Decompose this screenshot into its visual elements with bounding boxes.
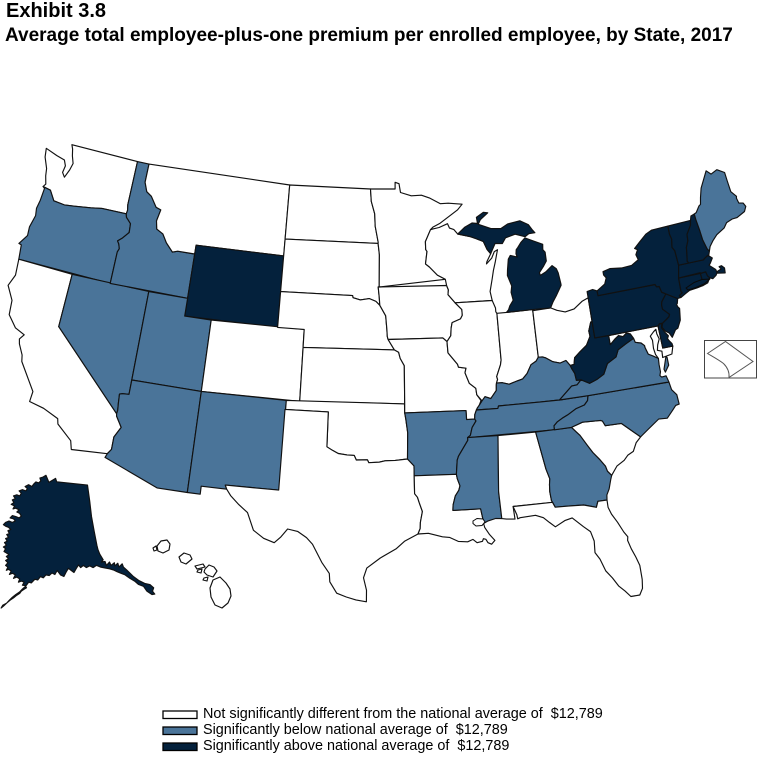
svg-text:Average total employee-plus-on: Average total employee-plus-one premium … (5, 25, 733, 46)
svg-text:Significantly above national a: Significantly above national average of … (203, 738, 509, 754)
svg-text:Exhibit 3.8: Exhibit 3.8 (6, 0, 106, 22)
svg-text:Significantly below national a: Significantly below national average of … (203, 722, 508, 738)
svg-text:Not significantly different fr: Not significantly different from the nat… (203, 706, 603, 722)
